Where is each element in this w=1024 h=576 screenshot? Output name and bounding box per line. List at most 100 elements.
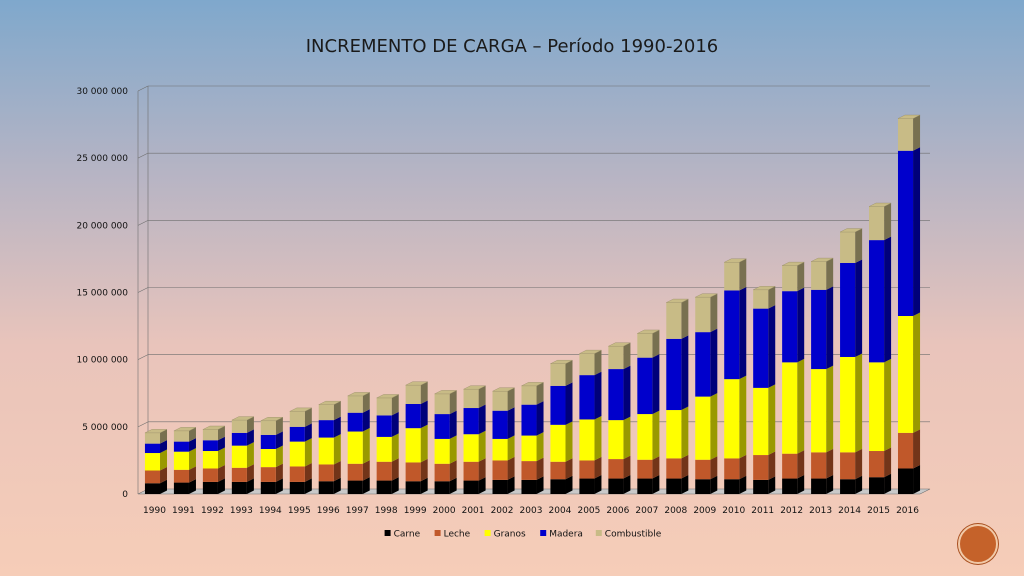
bar-segment-madera [666, 335, 689, 411]
legend-label: Granos [494, 530, 526, 540]
gridline-depth [137, 152, 149, 159]
x-tick-label: 2005 [577, 506, 600, 516]
bar-segment-combustible [695, 293, 718, 333]
x-tick-label: 1992 [201, 506, 224, 516]
bar-segment-combustible [724, 258, 747, 291]
bar-segment-granos [492, 435, 515, 461]
legend-item-madera: Madera [540, 530, 583, 540]
bar-segment-carne [434, 477, 457, 494]
bar-segment-combustible [811, 258, 834, 290]
bar-segment-carne [376, 477, 399, 494]
bar-top [724, 258, 747, 263]
bar-top [231, 416, 254, 421]
bar-segment-granos [897, 312, 921, 433]
bar-segment-madera [173, 438, 196, 452]
bar-top [897, 114, 921, 119]
x-tick-label: 2016 [896, 506, 919, 516]
bar-segment-madera [695, 328, 718, 397]
legend-label: Combustible [605, 530, 662, 540]
gridline-depth [137, 85, 149, 92]
legend-swatch [595, 530, 602, 536]
bar-segment-combustible [550, 360, 573, 386]
bar-segment-madera [405, 400, 428, 429]
bar-top [782, 261, 805, 266]
x-tick-label: 2015 [867, 506, 890, 516]
legend-label: Carne [394, 530, 421, 540]
bar-segment-madera [579, 371, 602, 420]
x-tick-label: 2002 [491, 506, 514, 516]
bar-top [579, 349, 602, 354]
bar-segment-granos [405, 424, 428, 463]
bar-segment-leche [318, 460, 341, 482]
legend-swatch [384, 530, 391, 536]
bar-segment-leche [840, 448, 863, 480]
bar-top [868, 202, 892, 207]
chart-title: INCREMENTO DE CARGA – Período 1990-2016 [305, 36, 719, 57]
x-tick-label: 1994 [259, 506, 282, 516]
bar-segment-madera [463, 404, 486, 435]
bar-segment-granos [724, 375, 747, 459]
bar-segment-granos [231, 442, 254, 468]
y-tick-label: 15 000 000 [76, 289, 128, 299]
bar-segment-leche [782, 450, 805, 479]
x-tick-label: 2000 [433, 506, 456, 516]
bar-top [376, 394, 399, 399]
legend-label: Leche [444, 530, 471, 540]
bar-top [434, 390, 457, 395]
bar-segment-combustible [840, 228, 863, 263]
bar-segment-leche [695, 456, 718, 480]
bar-segment-carne [608, 475, 631, 494]
bar-top [144, 429, 168, 434]
bar-segment-combustible [260, 417, 283, 435]
bar-segment-carne [753, 476, 776, 494]
bar-segment-granos [144, 449, 168, 471]
bar-segment-granos [869, 358, 892, 452]
bar-segment-leche [521, 457, 544, 480]
bar-segment-madera [318, 416, 341, 438]
bar-segment-granos [637, 410, 660, 460]
bar-segment-madera [434, 410, 457, 439]
x-tick-label: 2006 [606, 506, 629, 516]
bar-top [463, 385, 486, 390]
bar-segment-madera [144, 440, 168, 454]
bar-segment-madera [897, 147, 921, 317]
bar-segment-leche [608, 455, 631, 479]
bar-segment-combustible [521, 382, 544, 405]
bar-top [666, 298, 689, 303]
legend-item-combustible: Combustible [595, 530, 662, 540]
bar-segment-carne [666, 475, 689, 494]
bar-segment-granos [376, 433, 399, 462]
x-tick-label: 2007 [635, 506, 658, 516]
bar-segment-granos [463, 430, 486, 462]
bar-segment-combustible [869, 203, 892, 241]
bar-segment-carne [492, 476, 515, 494]
gridline-depth [137, 354, 149, 360]
bar-segment-combustible [782, 262, 805, 292]
orange-circle-badge-icon [958, 524, 998, 564]
bar-segment-carne [811, 475, 834, 494]
bar-segment-leche [202, 464, 225, 482]
y-tick-label: 10 000 000 [76, 356, 128, 366]
bar-segment-madera [811, 286, 834, 370]
bar-segment-carne [318, 477, 341, 494]
bar-segment-granos [260, 445, 283, 468]
x-tick-label: 1997 [346, 506, 369, 516]
x-tick-label: 2011 [751, 506, 774, 516]
x-tick-label: 1995 [288, 506, 311, 516]
legend: Carne Leche Granos Madera Combustible [384, 530, 662, 540]
bar-segment-madera [869, 236, 892, 363]
bar-top [405, 381, 428, 386]
y-tick-label: 20 000 000 [76, 221, 128, 231]
bar-top [695, 293, 718, 298]
bar-segment-carne [869, 473, 892, 494]
bar-top [811, 257, 834, 262]
x-tick-label: 2010 [722, 506, 745, 516]
bar-segment-madera [550, 382, 573, 425]
bar-segment-leche [173, 466, 196, 483]
bar-segment-carne [289, 478, 312, 494]
bar-segment-leche [492, 456, 515, 480]
bar-segment-combustible [492, 387, 515, 411]
bar-segment-leche [260, 463, 283, 482]
